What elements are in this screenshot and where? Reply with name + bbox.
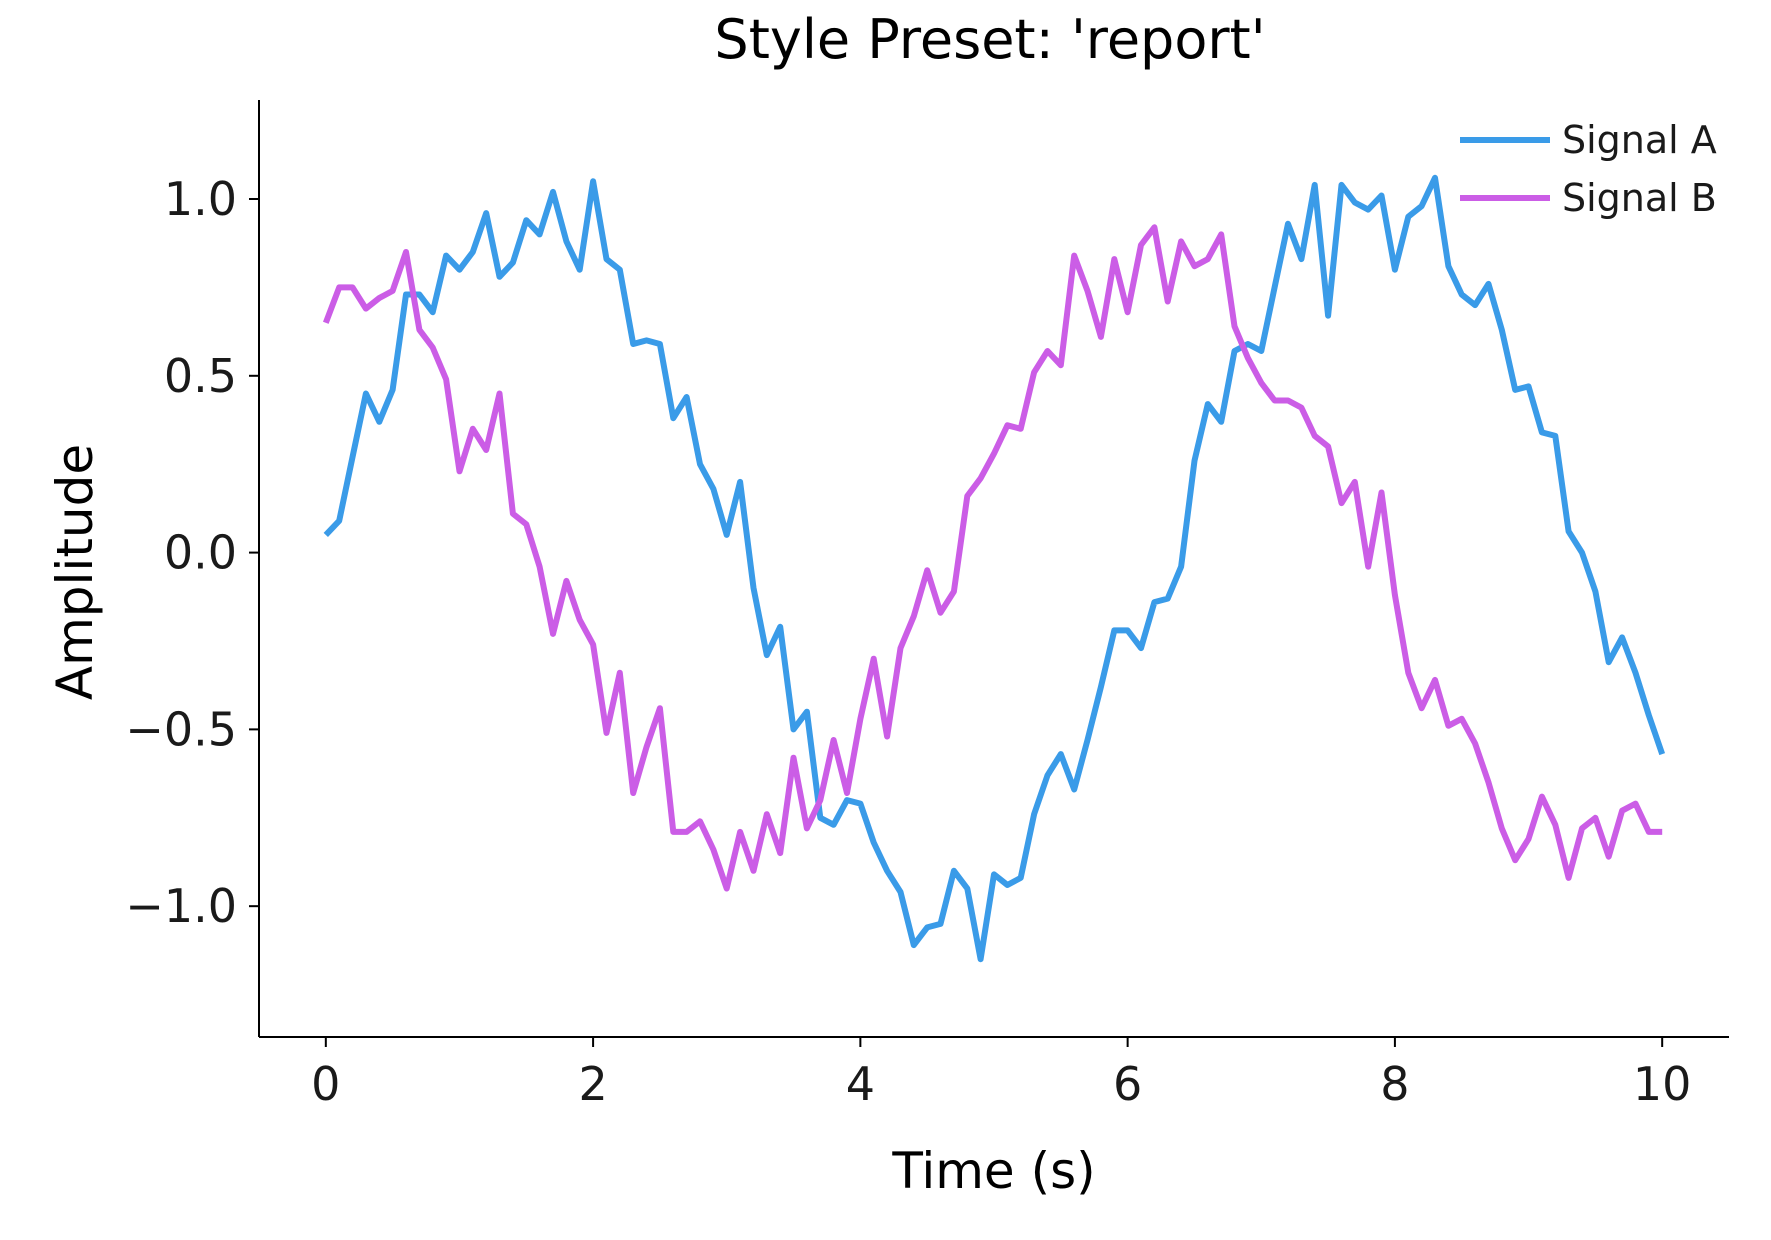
x-tick-label: 0 [311, 1057, 340, 1111]
y-tick-label: −0.5 [125, 702, 237, 756]
legend-label: Signal A [1562, 118, 1717, 162]
series-line-signal-b [322, 224, 1663, 892]
x-tick-label: 10 [1633, 1057, 1692, 1111]
legend: Signal A Signal B [1460, 118, 1717, 220]
y-tick-label: 0.0 [164, 526, 237, 580]
x-axis-label: Time (s) [891, 1142, 1095, 1200]
x-tick-label: 8 [1380, 1057, 1409, 1111]
y-axis-label: Amplitude [46, 444, 104, 700]
legend-label: Signal B [1562, 176, 1717, 220]
series-line-signal-a [323, 174, 1666, 963]
x-tick-label: 2 [578, 1057, 607, 1111]
x-tick-label: 6 [1113, 1057, 1142, 1111]
chart-title: Style Preset: 'report' [714, 8, 1265, 71]
x-tick-label: 4 [846, 1057, 875, 1111]
series-layer [322, 174, 1666, 963]
y-ticks: 1.0 0.5 0.0 −0.5 −1.0 [125, 172, 259, 933]
x-ticks: 0 2 4 6 8 10 [311, 1037, 1691, 1111]
y-tick-label: 0.5 [164, 349, 237, 403]
y-tick-label: 1.0 [164, 172, 237, 226]
axes [258, 100, 1729, 1038]
y-tick-label: −1.0 [125, 879, 237, 933]
